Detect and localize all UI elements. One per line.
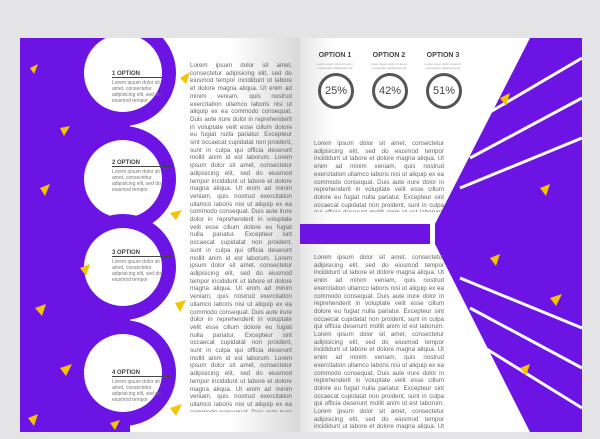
right-body-bottom: Lorem ipsum dolor sit amet, consectetur … [314,254,444,429]
option-1: 1 OPTION Lorem ipsum dolor sit amet, cons… [112,71,172,104]
right-page: OPTION 1 OPTION 2 OPTION 3 Lorem ipsum d… [300,38,582,432]
stat-sub-1: Lorem ipsum dolor sit amet, consectetur … [316,62,354,70]
stat-ring-1: 25% [318,73,354,109]
stat-ring-2: 42% [372,73,408,109]
left-page: 1 OPTION Lorem ipsum dolor sit amet, cons… [20,38,300,432]
option-4: 4 OPTION Lorem ipsum dolor sit amet, cons… [112,370,172,403]
stat-sub-2: Lorem ipsum dolor sit amet, consectetur … [370,62,408,70]
option-circle-1 [70,38,176,126]
stat-title-1: OPTION 1 [318,52,352,59]
option-title: 1 OPTION [112,71,172,78]
left-body-text: Lorem ipsum dolor sit amet, consectetur … [190,62,292,412]
option-2: 2 OPTION Lorem ipsum dolor sit amet, cons… [112,160,172,193]
right-body-top: Lorem ipsum dolor sit amet, consectetur … [314,140,444,212]
purple-chevron-graphic [300,38,582,432]
option-3: 3 OPTION Lorem ipsum dolor sit amet, cons… [112,250,172,283]
option-title: 4 OPTION [112,370,172,377]
confetti-decoration [28,64,190,430]
option-title: 3 OPTION [112,250,172,257]
option-text: Lorem ipsum dolor sit amet, consectetur … [112,80,161,104]
stat-title-2: OPTION 2 [372,52,406,59]
option-text: Lorem ipsum dolor sit amet, consectetur … [112,169,161,193]
option-title: 2 OPTION [112,160,172,167]
option-text: Lorem ipsum dolor sit amet, consectetur … [112,259,161,283]
stat-sub-3: Lorem ipsum dolor sit amet, consectetur … [424,62,462,70]
stat-ring-3: 51% [426,73,462,109]
stat-title-3: OPTION 3 [426,52,460,59]
option-text: Lorem ipsum dolor sit amet, consectetur … [112,379,161,403]
